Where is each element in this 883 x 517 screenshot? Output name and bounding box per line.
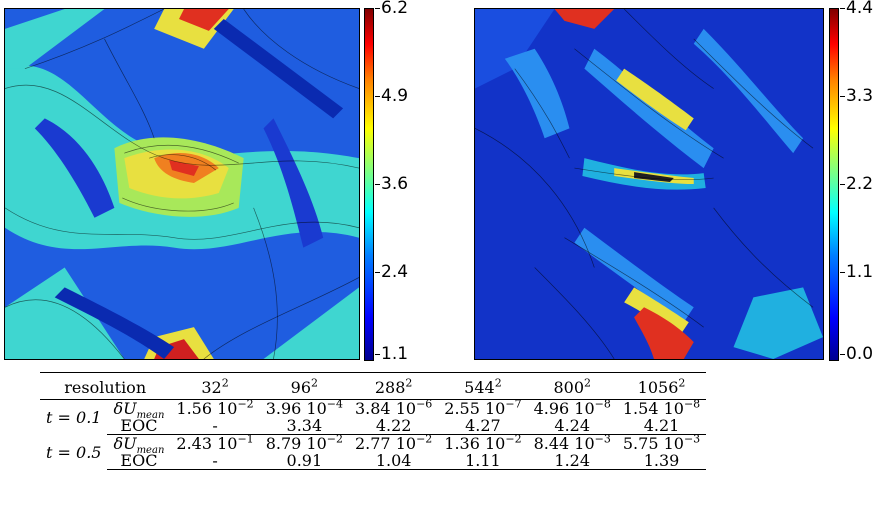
resolution-cell: 2882 <box>374 376 413 397</box>
eoc-cell: 4.24 <box>527 417 617 435</box>
right-colorbar <box>829 8 839 361</box>
table-row: t = 0.1 δUmean 1.56 10−2 3.96 10−4 3.84 … <box>40 397 706 426</box>
error-cell: 2.77 10−2 <box>354 432 433 453</box>
resolution-cell: 5442 <box>464 376 502 397</box>
eoc-label: EOC <box>107 417 171 435</box>
quantity-label: δUmean <box>113 434 165 457</box>
eoc-cell: 4.22 <box>348 417 439 435</box>
left-colorbar-tick: 6.2 <box>374 0 409 18</box>
table-row: t = 0.5 δUmean 2.43 10−1 8.79 10−2 2.77 … <box>40 432 706 461</box>
error-cell: 3.84 10−6 <box>354 397 433 418</box>
left-colorbar-tick: 2.4 <box>374 262 409 282</box>
right-colorbar-tick: 1.1 <box>839 262 874 282</box>
resolution-cell: 8002 <box>553 376 591 397</box>
eoc-cell: 1.11 <box>438 452 528 470</box>
time-label: t = 0.5 <box>46 442 102 462</box>
right-colorbar-tick: 4.4 <box>839 0 874 18</box>
left-colorbar <box>364 8 374 361</box>
error-cell: 2.43 10−1 <box>176 432 254 453</box>
resolution-cell: 962 <box>290 376 319 397</box>
right-colorbar-tick: 3.3 <box>839 86 874 106</box>
error-cell: 4.96 10−8 <box>533 397 611 418</box>
error-cell: 1.36 10−2 <box>444 432 522 453</box>
left-colorbar-tick: 1.1 <box>374 344 409 364</box>
resolution-cell: 322 <box>201 376 229 397</box>
eoc-cell: 4.27 <box>438 417 528 435</box>
error-cell: 1.56 10−2 <box>176 397 254 418</box>
resolution-cell: 10562 <box>637 376 686 397</box>
error-cell: 8.79 10−2 <box>265 432 343 453</box>
eoc-cell: 3.34 <box>259 417 349 435</box>
error-cell: 1.54 10−8 <box>622 397 701 418</box>
header-label: resolution <box>64 377 147 397</box>
eoc-cell: 0.91 <box>259 452 349 470</box>
error-cell: 2.55 10−7 <box>444 397 522 418</box>
eoc-cell: 1.04 <box>348 452 439 470</box>
table-header-row: resolution 322 962 2882 5442 8002 10562 <box>40 372 707 400</box>
eoc-cell: 4.21 <box>616 417 707 435</box>
time-label: t = 0.1 <box>46 407 102 427</box>
right-colorbar-tick: 2.2 <box>839 174 874 194</box>
eoc-label: EOC <box>107 452 171 470</box>
error-cell: 5.75 10−3 <box>622 432 701 453</box>
eoc-cell: - <box>170 417 260 435</box>
eoc-cell: 1.39 <box>616 452 707 470</box>
eoc-cell: - <box>170 452 260 470</box>
quantity-label: δUmean <box>113 399 165 422</box>
error-cell: 8.44 10−3 <box>533 432 611 453</box>
table-row: EOC - 0.91 1.04 1.11 1.24 1.39 <box>40 452 707 470</box>
convergence-table: resolution 322 962 2882 5442 8002 10562 … <box>40 372 707 470</box>
error-cell: 3.96 10−4 <box>265 397 343 418</box>
left-contour-plot <box>4 8 360 360</box>
table-row: EOC - 3.34 4.22 4.27 4.24 4.21 <box>40 417 707 435</box>
eoc-cell: 1.24 <box>527 452 617 470</box>
left-colorbar-tick: 3.6 <box>374 174 409 194</box>
right-contour-plot <box>474 8 824 360</box>
right-colorbar-tick: 0.0 <box>839 344 874 364</box>
left-colorbar-tick: 4.9 <box>374 86 409 106</box>
